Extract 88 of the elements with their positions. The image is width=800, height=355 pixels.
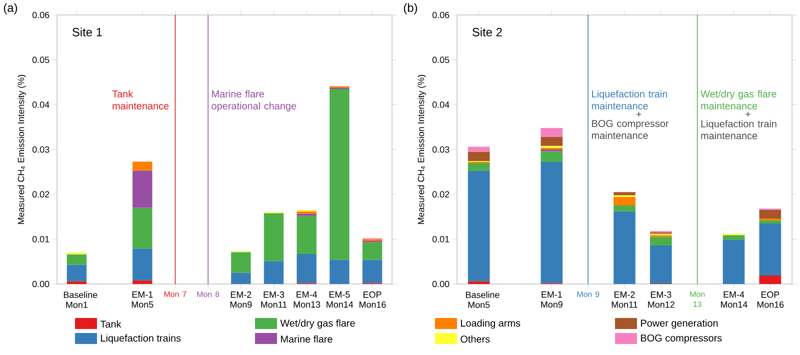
legend-label: Tank [100, 320, 122, 328]
y-tick-label: 0.05 [32, 56, 50, 64]
x-tick-label: EM-4 Mon13 [294, 291, 320, 308]
bar [468, 281, 490, 284]
legend-label: Liquefaction trains [101, 334, 181, 344]
annotation: + [746, 112, 750, 117]
y-tick-label: 0.02 [32, 191, 50, 198]
bar [540, 136, 563, 146]
bar [264, 213, 284, 262]
bar [231, 272, 251, 284]
bar [132, 208, 152, 249]
bar [330, 88, 350, 260]
legend-label: Loading arms [461, 319, 520, 329]
y-tick-label: 0.00 [32, 280, 50, 288]
y-tick-label: 0.06 [32, 12, 50, 18]
bar [132, 162, 152, 171]
ref-line-label: Tank maintenance [112, 90, 169, 110]
bar [362, 260, 382, 284]
bar [722, 240, 745, 284]
bar [66, 264, 87, 282]
y-tick-label: 0.03 [32, 146, 50, 153]
bar [540, 162, 563, 284]
bar [66, 281, 87, 284]
y-tick-label: 0.01 [432, 236, 450, 242]
bar [759, 220, 782, 224]
text: (b) [404, 3, 418, 14]
x-tick-label: EM-4 Mon14 [720, 291, 748, 308]
x-tick-label: EM-2 Mon9 [230, 291, 252, 308]
y-tick-label: 0.00 [432, 280, 450, 288]
y-axis-title: Measured CH$_{4}$ Emission Intensity (%) [418, 74, 426, 224]
y-tick-label: 0.04 [32, 101, 50, 108]
bar [468, 171, 490, 282]
bar [540, 128, 563, 137]
bar [132, 170, 152, 208]
legend-label: BOG compressors [641, 334, 722, 344]
bar [468, 162, 490, 172]
bar [614, 197, 636, 206]
bar [362, 242, 382, 260]
legend-label: Power generation [641, 319, 718, 329]
bar [468, 146, 490, 152]
bar [330, 260, 350, 284]
x-tick-label: Baseline Mon1 [64, 291, 98, 308]
bar [650, 245, 672, 284]
bar [132, 280, 152, 284]
legend-label: Others [460, 335, 490, 343]
y-axis-title: Measured CH$_{4}$ Emission Intensity (%) [18, 74, 26, 224]
text: (a) [4, 3, 18, 14]
y-tick-label: 0.01 [32, 236, 50, 242]
bar [759, 223, 782, 276]
bar [759, 210, 782, 219]
annotation: Liquefaction train maintenance [701, 120, 776, 140]
y-tick-label: 0.06 [432, 12, 450, 18]
bar [231, 252, 251, 273]
y-tick-label: 0.05 [432, 56, 450, 64]
y-tick-label: 0.03 [432, 146, 450, 153]
bar [296, 254, 316, 284]
x-tick-label: EM-3 Mon12 [648, 291, 674, 308]
bar [614, 192, 636, 196]
bar [66, 254, 87, 265]
bar [264, 261, 284, 284]
bar [614, 211, 636, 284]
x-tick-label: EM-1 Mon5 [132, 291, 154, 308]
x-tick-label: EM-3 Mon11 [261, 291, 287, 308]
bar [759, 275, 782, 284]
x-tick-label: EOP Mon16 [360, 291, 386, 308]
bar [722, 235, 745, 240]
annotation: + [636, 112, 642, 117]
bar [540, 151, 563, 162]
ref-line-label: Liquefaction train maintenance [592, 90, 668, 110]
annotation: BOG compressor maintenance [592, 120, 669, 139]
bar [650, 236, 672, 246]
bar [468, 152, 490, 162]
x-tick-label: EM-5 Mon14 [326, 291, 354, 308]
bar [132, 248, 152, 280]
bar [614, 206, 636, 212]
x-tick-label: EOP Mon16 [757, 291, 784, 308]
bar [296, 216, 316, 254]
text: Site 1 [72, 28, 102, 36]
y-tick-label: 0.04 [432, 101, 450, 108]
x-tick-label: Baseline Mon5 [466, 291, 500, 308]
y-tick-label: 0.02 [432, 191, 450, 198]
x-tick-label: EM-1 Mon9 [541, 291, 562, 308]
legend-label: Wet/dry gas flare [280, 319, 355, 329]
legend-label: Marine flare [281, 335, 332, 343]
x-tick-label: EM-2 Mon11 [612, 291, 638, 308]
text: Site 2 [472, 28, 502, 36]
ref-line-label: Wet/dry gas flare maintenance [700, 90, 776, 110]
ref-line-label: Marine flare operational change [212, 90, 296, 112]
